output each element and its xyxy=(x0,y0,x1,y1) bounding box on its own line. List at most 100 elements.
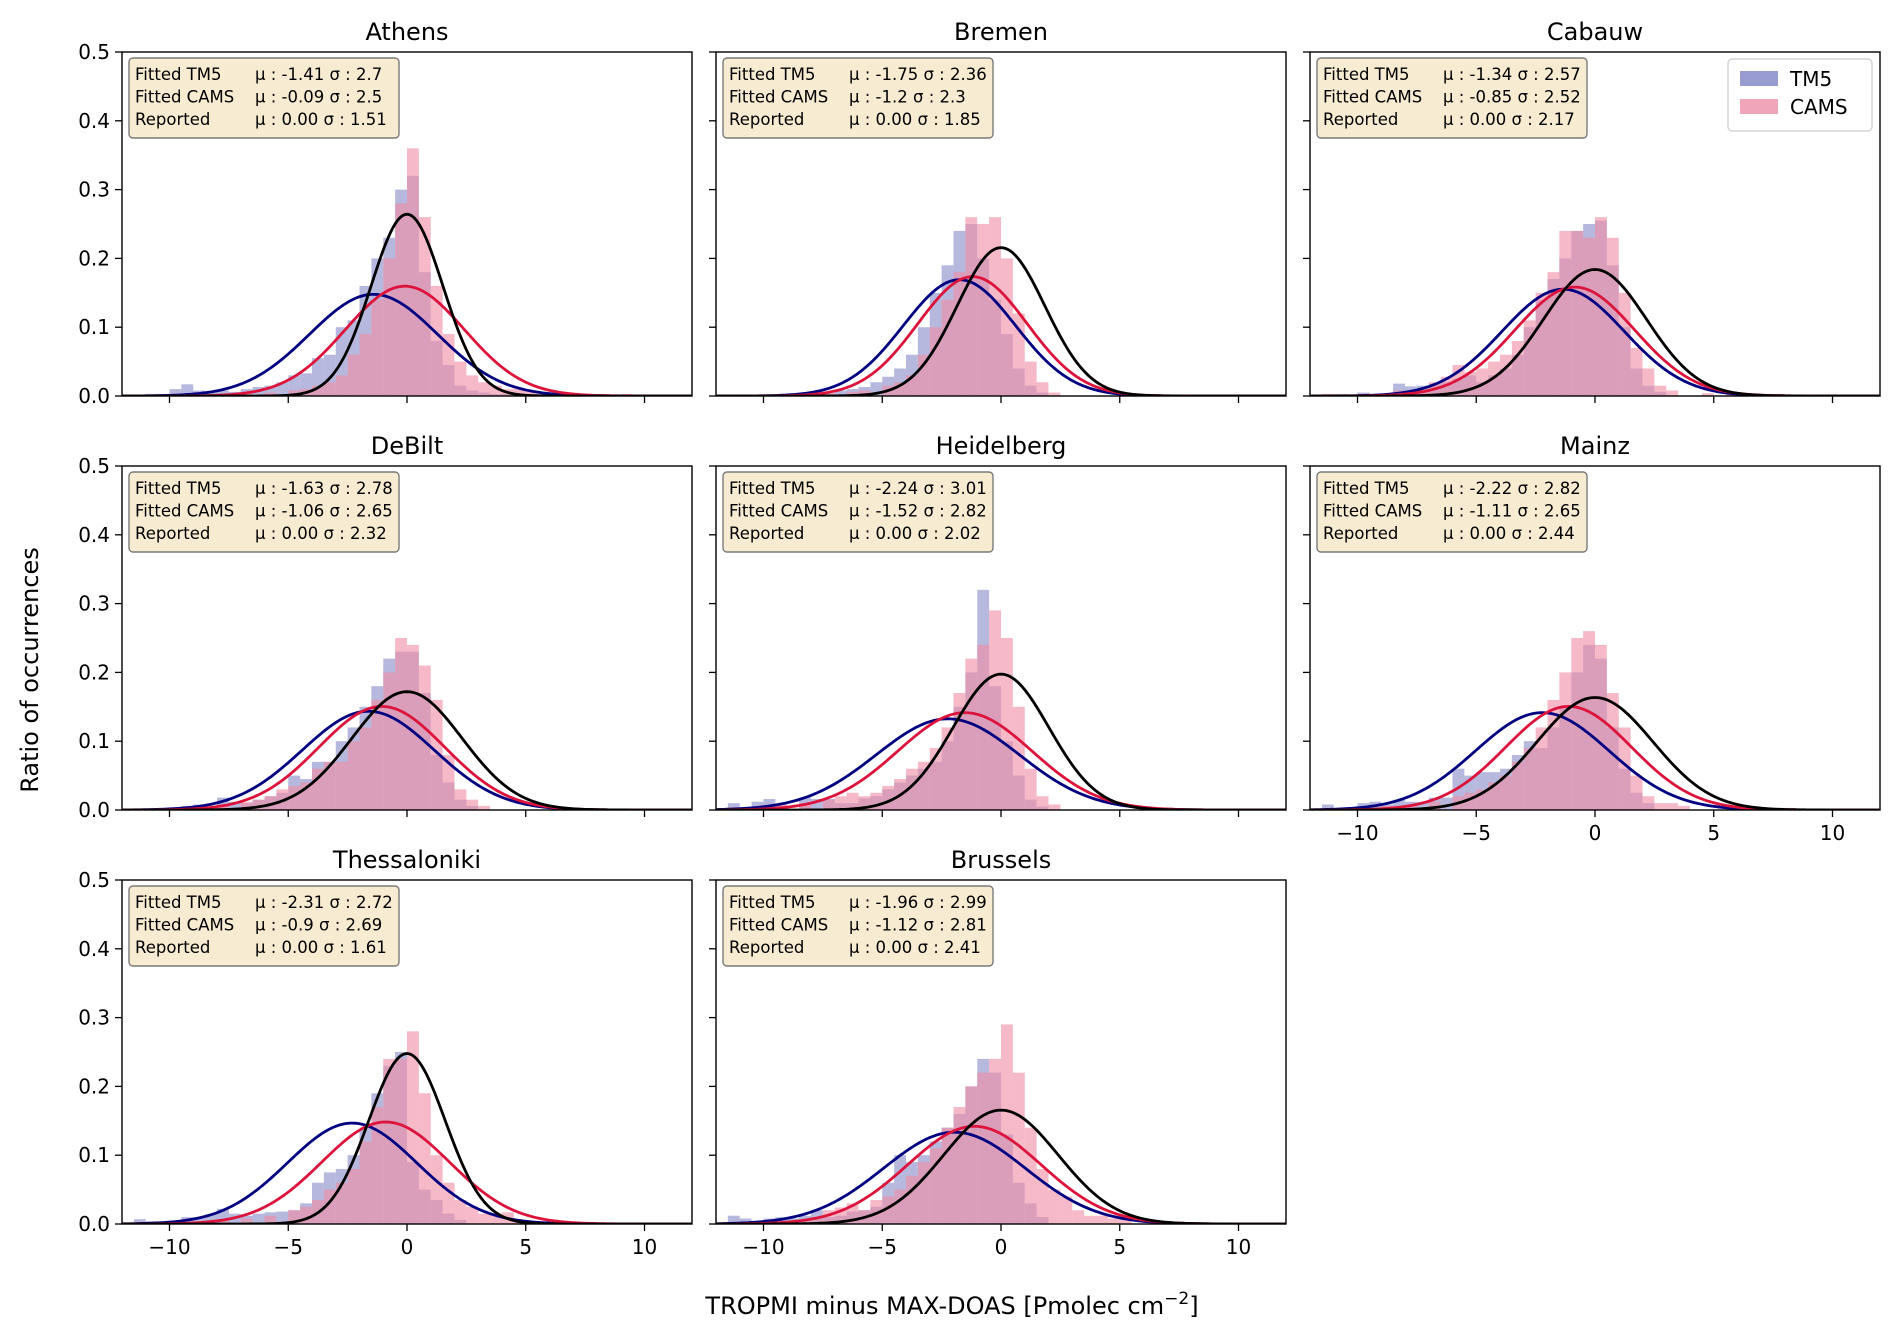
stats-cams-values: μ : -0.9 σ : 2.69 xyxy=(255,916,382,935)
x-tick-label: 0 xyxy=(995,1235,1008,1259)
stats-tm5-label: Fitted TM5 xyxy=(135,479,222,498)
cams-bar xyxy=(240,1218,253,1224)
panel-mainz: Mainz −10 −5 0 5 10 Fitted TM5 μ : -2.22 σ : 2.… xyxy=(1303,432,1881,845)
tm5-bar xyxy=(300,373,312,396)
stats-reported-values: μ : 0.00 σ : 2.17 xyxy=(1443,110,1575,129)
cams-bar xyxy=(418,1093,431,1224)
cams-bar xyxy=(917,1162,930,1224)
y-tick-label: 0.4 xyxy=(78,523,110,547)
cams-bar xyxy=(929,1148,942,1224)
stats-box xyxy=(722,57,994,139)
tm5-bar xyxy=(205,1214,217,1224)
panel-debilt: DeBilt 0.0 0.1 0.2 0.3 0.4 0.5 Fitted TM5 μ : -1… xyxy=(78,432,693,822)
cams-bar xyxy=(1036,796,1049,810)
cams-bar xyxy=(1107,1218,1120,1224)
cams-bar xyxy=(1630,347,1643,396)
tm5-bar xyxy=(217,1208,229,1224)
stats-cams-label: Fitted CAMS xyxy=(135,916,234,935)
cams-bar xyxy=(288,1210,301,1224)
cams-bar xyxy=(834,796,847,810)
panel-title: Brussels xyxy=(951,846,1052,874)
tm5-bar xyxy=(727,1215,740,1224)
cams-bar xyxy=(217,804,229,810)
panel-title: Athens xyxy=(365,18,448,46)
stats-cams-label: Fitted CAMS xyxy=(1323,502,1422,521)
cams-bar xyxy=(288,390,301,396)
x-tick-label: 5 xyxy=(519,1235,532,1259)
stats-reported-label: Reported xyxy=(729,110,804,129)
cams-bar xyxy=(989,1058,1001,1224)
cams-bar xyxy=(1583,237,1595,396)
cams-bar xyxy=(858,390,871,396)
stats-cams-label: Fitted CAMS xyxy=(1323,88,1422,107)
y-tick-label: 0.0 xyxy=(78,384,110,408)
cams-bar xyxy=(383,258,396,396)
figure-xlabel-superscript: −2 xyxy=(1164,1289,1189,1309)
stats-tm5-label: Fitted TM5 xyxy=(135,893,222,912)
stats-cams-values: μ : -1.52 σ : 2.82 xyxy=(849,502,987,521)
cams-bar xyxy=(1511,761,1524,810)
cams-bar xyxy=(466,375,479,396)
stats-tm5-values: μ : -1.96 σ : 2.99 xyxy=(849,893,987,912)
panel-heidelberg: Heidelberg Fitted TM5 μ : -2.24 σ : 3.01 Fi… xyxy=(709,432,1287,817)
cams-bar xyxy=(882,785,895,810)
cams-bar xyxy=(1618,727,1631,810)
cams-bar xyxy=(965,658,978,810)
y-tick-label: 0.5 xyxy=(78,868,110,892)
figure-xlabel-end: ] xyxy=(1189,1292,1198,1320)
cams-bar xyxy=(965,217,978,396)
tm5-bar xyxy=(727,803,740,810)
cams-bar xyxy=(906,1175,918,1224)
panel-athens: Athens 0.0 0.1 0.2 0.3 0.4 0.5 Fitted TM5 μ : -1… xyxy=(78,18,693,408)
cams-bar xyxy=(300,1206,312,1224)
stats-box xyxy=(1316,471,1588,553)
stats-box xyxy=(1316,57,1588,139)
x-tick-label: 10 xyxy=(632,1235,657,1259)
cams-bar xyxy=(1060,1196,1073,1224)
stats-tm5-values: μ : -1.75 σ : 2.36 xyxy=(849,65,987,84)
stats-reported-label: Reported xyxy=(135,938,210,957)
panel-brussels: Brussels −10 −5 0 5 10 Fitted TM5 μ : -1.96 σ :… xyxy=(709,846,1287,1259)
cams-bar xyxy=(917,354,930,396)
x-tick-label: −5 xyxy=(868,1235,897,1259)
cams-bar xyxy=(478,382,491,396)
cams-bar xyxy=(1701,393,1714,396)
cams-bar xyxy=(953,272,966,396)
cams-bar xyxy=(1547,272,1560,396)
reported-fit-line xyxy=(122,212,692,396)
x-tick-label: 5 xyxy=(1113,1235,1126,1259)
tm5-bar xyxy=(228,801,241,810)
cams-bar xyxy=(1012,313,1025,396)
cams-bar xyxy=(894,1189,906,1224)
legend-swatch-tm5 xyxy=(1740,71,1778,86)
y-tick-label: 0.3 xyxy=(78,178,110,202)
cams-bar xyxy=(1072,1210,1085,1224)
tm5-bar xyxy=(252,1213,265,1224)
legend-label-cams: CAMS xyxy=(1790,95,1848,119)
cams-bar xyxy=(359,1141,372,1224)
cams-bar xyxy=(1048,1189,1061,1224)
tm5-bar xyxy=(1440,797,1453,810)
stats-tm5-values: μ : -2.24 σ : 3.01 xyxy=(849,479,987,498)
cams-bar xyxy=(1036,1168,1049,1224)
cams-bar xyxy=(1405,804,1417,810)
cams-bar xyxy=(834,1207,847,1224)
stats-reported-values: μ : 0.00 σ : 1.85 xyxy=(849,110,981,129)
cams-bar xyxy=(454,361,467,396)
cams-bar xyxy=(953,1107,966,1224)
stats-box xyxy=(128,57,400,139)
y-tick-label: 0.2 xyxy=(78,660,110,684)
cams-bar xyxy=(1535,727,1548,810)
tm5-bar xyxy=(193,1217,206,1224)
plot-area xyxy=(716,589,1286,810)
cams-bar xyxy=(407,1031,419,1224)
tm5-bar xyxy=(751,801,764,810)
cams-bar xyxy=(1523,320,1536,396)
cams-bar xyxy=(264,1215,277,1224)
stats-reported-values: μ : 0.00 σ : 2.02 xyxy=(849,524,981,543)
cams-bar xyxy=(1096,1215,1108,1224)
stats-cams-values: μ : -0.85 σ : 2.52 xyxy=(1443,88,1581,107)
panel-title: Thessaloniki xyxy=(332,846,481,874)
y-tick-label: 0.3 xyxy=(78,1006,110,1030)
